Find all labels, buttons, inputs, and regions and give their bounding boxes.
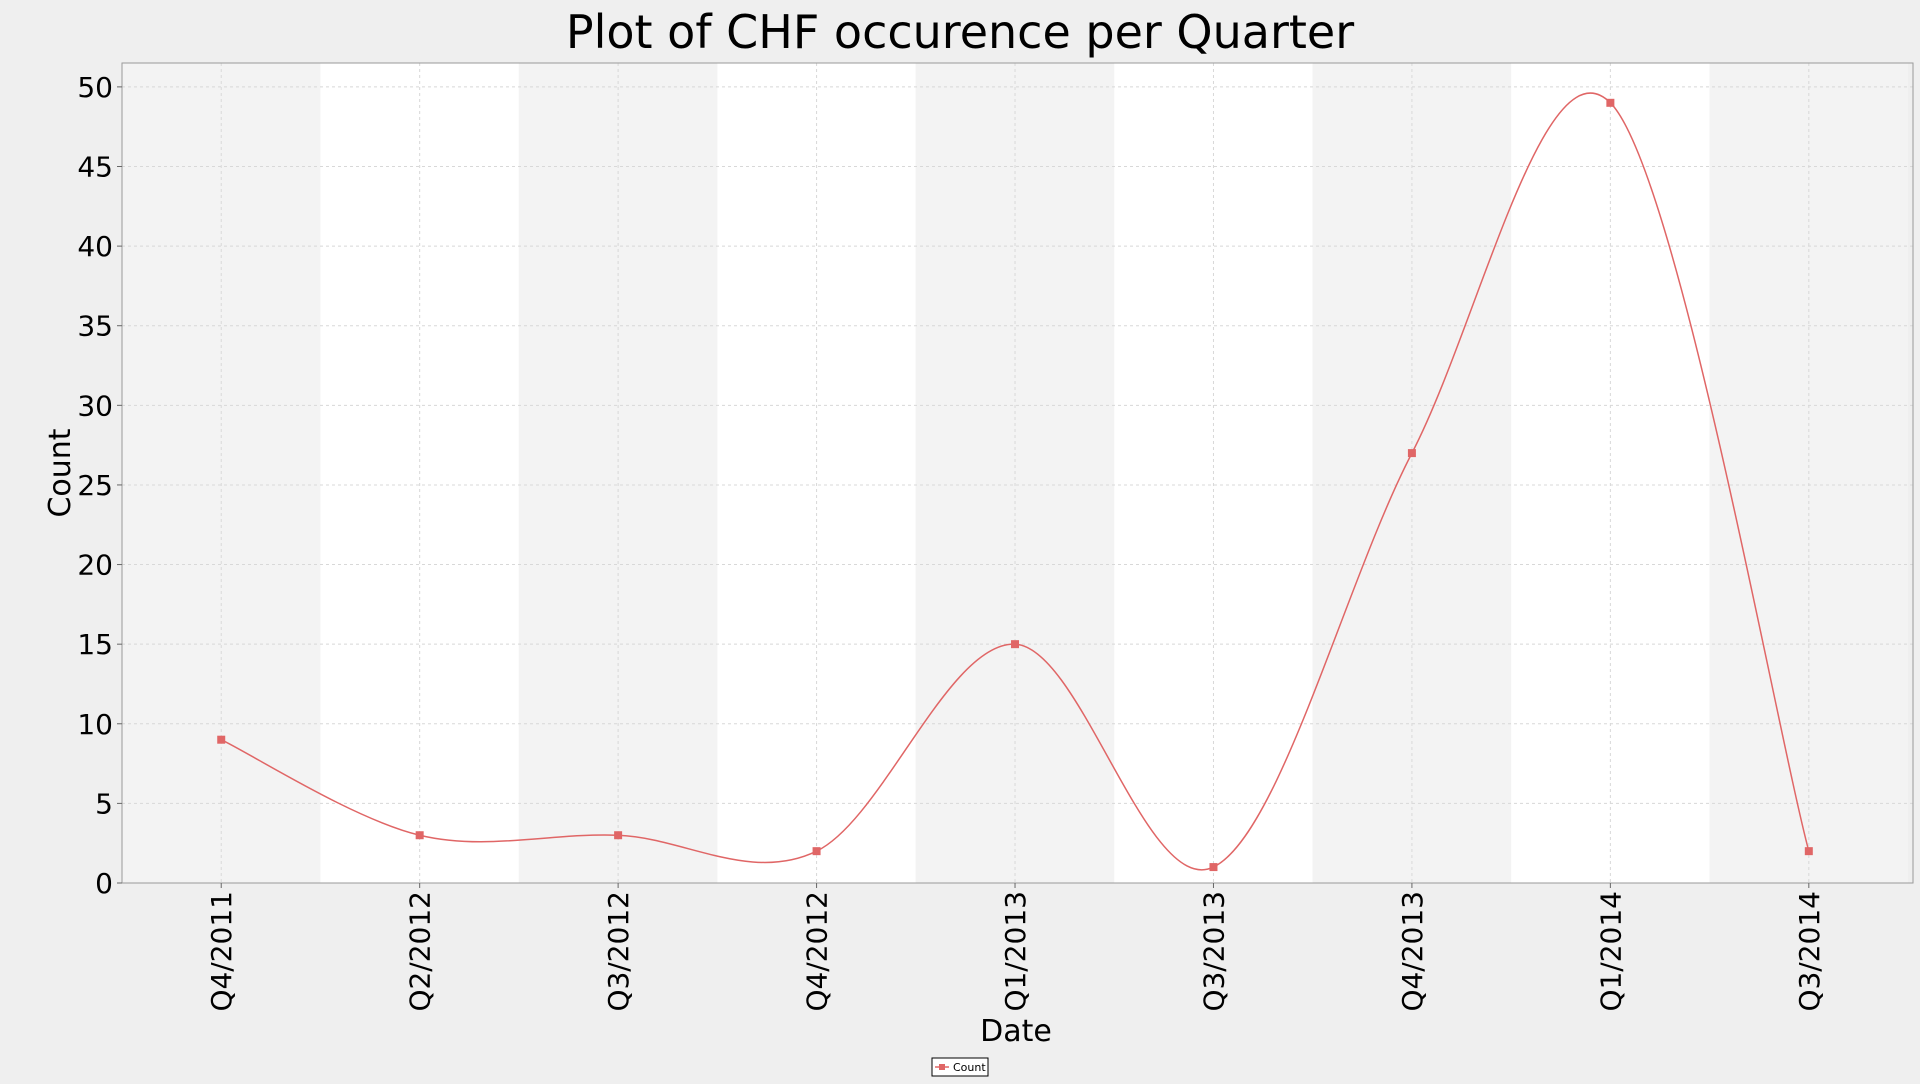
plot-border xyxy=(121,62,1914,884)
data-point-Q3/2014 xyxy=(1804,847,1813,856)
data-points xyxy=(217,98,1813,872)
x-axis-ticks: Q4/2011 Q2/2012 Q3/2012 Q4/2012 Q1/2013 Q3/20… xyxy=(205,883,1826,1012)
y-tick-label: 35 xyxy=(77,310,113,343)
x-tick-label: Q1/2014 xyxy=(1594,891,1627,1012)
y-tick-label: 45 xyxy=(77,150,113,183)
x-tick-label: Q3/2014 xyxy=(1793,891,1826,1012)
x-tick-label: Q1/2013 xyxy=(999,891,1032,1012)
data-point-Q1/2014 xyxy=(1606,98,1615,107)
data-point-Q4/2011 xyxy=(217,735,226,744)
y-tick-label: 20 xyxy=(77,549,113,582)
legend-series-count: Count xyxy=(953,1061,986,1074)
x-axis-label: Date xyxy=(980,1014,1052,1049)
legend-marker xyxy=(939,1064,945,1070)
legend-box xyxy=(931,1057,989,1077)
x-tick-label: Q3/2013 xyxy=(1197,891,1230,1012)
y-axis-ticks: 0 5 10 15 20 25 30 35 40 45 50 xyxy=(77,71,122,900)
y-tick-label: 40 xyxy=(77,230,113,263)
data-point-Q1/2013 xyxy=(1011,640,1020,649)
x-tick-label: Q3/2012 xyxy=(602,891,635,1012)
x-tick-label: Q4/2011 xyxy=(205,891,238,1012)
x-tick-label: Q4/2013 xyxy=(1396,891,1429,1012)
y-axis-label: Count xyxy=(43,428,78,517)
y-tick-label: 5 xyxy=(95,787,113,820)
y-tick-label: 25 xyxy=(77,469,113,502)
series-line-count xyxy=(220,92,1810,871)
y-tick-label: 15 xyxy=(77,628,113,661)
y-tick-label: 50 xyxy=(77,71,113,104)
plot-area xyxy=(121,62,1914,884)
data-point-Q3/2012 xyxy=(614,831,623,840)
data-point-Q4/2013 xyxy=(1407,449,1416,458)
legend: Count xyxy=(931,1057,989,1077)
y-tick-label: 30 xyxy=(77,389,113,422)
data-point-Q2/2012 xyxy=(415,831,424,840)
data-point-Q4/2012 xyxy=(812,847,821,856)
x-tick-label: Q4/2012 xyxy=(801,891,834,1012)
y-tick-label: 0 xyxy=(95,867,113,900)
chart-title: Plot of CHF occurence per Quarter xyxy=(566,5,1354,59)
data-point-Q3/2013 xyxy=(1209,863,1218,872)
y-tick-label: 10 xyxy=(77,708,113,741)
x-tick-label: Q2/2012 xyxy=(404,891,437,1012)
